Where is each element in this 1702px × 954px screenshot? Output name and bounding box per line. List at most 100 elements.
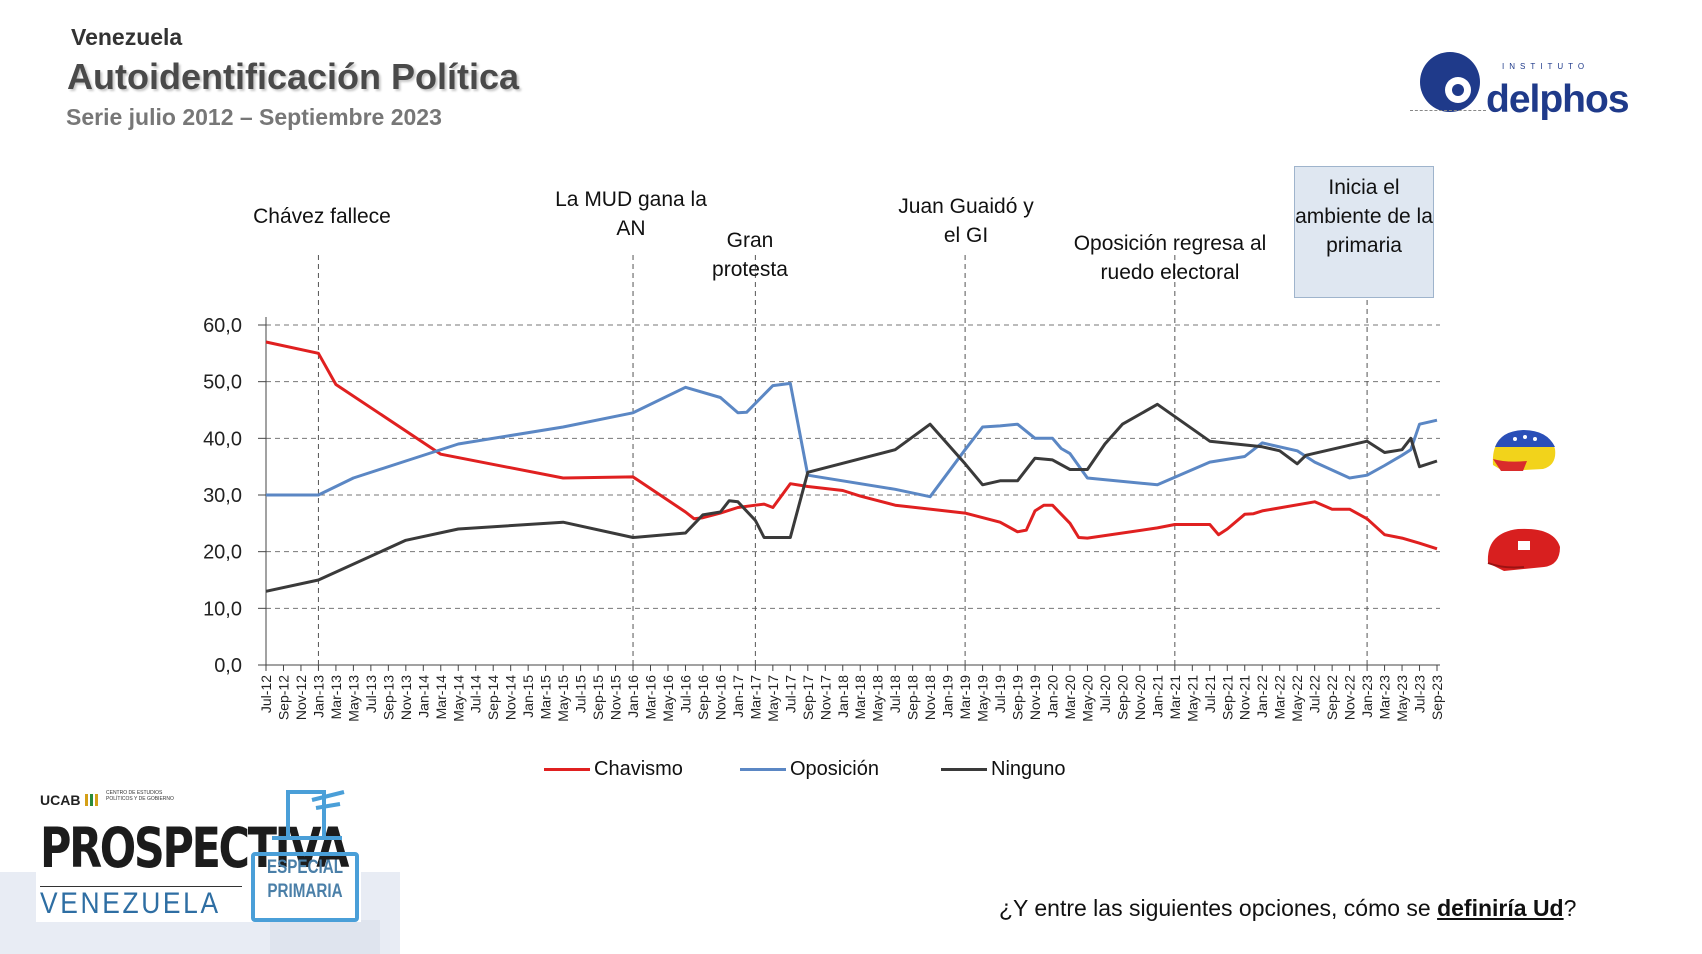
page-subtitle: Serie julio 2012 – Septiembre 2023 xyxy=(66,104,442,130)
legend-swatch-oposicion xyxy=(740,768,786,771)
ucab-emblem-icon xyxy=(85,794,98,806)
x-tick-label: Jul-21 xyxy=(1202,675,1218,713)
x-tick-label: Sep-20 xyxy=(1114,675,1130,720)
prospectiva-title: PROSPECTIVA xyxy=(40,816,349,880)
x-tick-label: May-17 xyxy=(765,675,781,722)
y-tick-label: 30,0 xyxy=(203,485,242,507)
x-tick-label: May-13 xyxy=(345,675,361,722)
x-tick-label: Nov-13 xyxy=(398,675,414,720)
x-tick-label: Mar-14 xyxy=(433,675,449,720)
x-tick-label: May-19 xyxy=(975,675,991,722)
y-tick-label: 20,0 xyxy=(203,542,242,564)
y-tick-label: 40,0 xyxy=(203,428,242,450)
flag-cap-icon xyxy=(1492,430,1556,471)
series-line-chavismo xyxy=(265,340,1438,551)
x-tick-label: Mar-17 xyxy=(747,675,763,720)
especial-primaria-badge: ESPECIAL PRIMARIA xyxy=(251,852,359,922)
x-tick-label: Jan-17 xyxy=(730,675,746,718)
x-tick-label: Jul-19 xyxy=(992,675,1008,713)
x-tick-label: Nov-15 xyxy=(608,675,624,720)
ucab-text: UCAB xyxy=(40,792,81,808)
x-tick-label: Jul-13 xyxy=(363,675,379,713)
question-end: ? xyxy=(1563,895,1577,921)
logo-dash xyxy=(1410,110,1486,111)
annotation-primaria: Inicia el ambiente de la primaria xyxy=(1294,166,1434,298)
footer-band-accent xyxy=(270,920,380,954)
x-tick-label: Mar-16 xyxy=(643,675,659,720)
x-tick-label: Sep-18 xyxy=(905,675,921,720)
legend-ninguno: Ninguno xyxy=(941,758,1066,781)
logo-name-text: delphos xyxy=(1486,78,1630,121)
x-tick-label: Jan-13 xyxy=(310,675,326,718)
x-tick-label: Nov-14 xyxy=(503,675,519,720)
x-tick-label: May-16 xyxy=(660,675,676,722)
legend-oposicion: Oposición xyxy=(740,758,879,781)
x-tick-label: Jul-20 xyxy=(1097,675,1113,713)
x-tick-label: Jan-19 xyxy=(940,675,956,718)
x-tick-label: Nov-20 xyxy=(1132,675,1148,720)
x-tick-label: Sep-13 xyxy=(380,675,396,720)
annotation-chavez: Chávez fallece xyxy=(253,205,391,228)
x-tick-label: Sep-12 xyxy=(275,675,291,720)
x-tick-label: Sep-15 xyxy=(590,675,606,720)
x-tick-label: Sep-16 xyxy=(695,675,711,720)
x-tick-label: May-22 xyxy=(1289,675,1305,722)
x-tick-label: Mar-19 xyxy=(957,675,973,720)
series-line-oposición xyxy=(266,381,1438,499)
x-tick-label: Mar-18 xyxy=(852,675,868,720)
legend-label-ninguno: Ninguno xyxy=(991,758,1066,780)
delphos-logo-icon xyxy=(1420,52,1480,112)
x-tick-label: Mar-21 xyxy=(1167,675,1183,720)
x-tick-label: Mar-20 xyxy=(1062,675,1078,720)
x-tick-label: Sep-22 xyxy=(1324,675,1340,720)
x-tick-label: Nov-17 xyxy=(817,675,833,720)
x-tick-label: Jul-17 xyxy=(782,675,798,713)
question-text: ¿Y entre las siguientes opciones, cómo s… xyxy=(999,895,1438,921)
x-tick-label: Jan-21 xyxy=(1149,675,1165,718)
question-emphasis: definiría Ud xyxy=(1437,895,1564,921)
y-tick-label: 10,0 xyxy=(203,598,242,620)
x-tick-label: Nov-22 xyxy=(1342,675,1358,720)
x-tick-label: Jan-20 xyxy=(1044,675,1060,718)
annotation-oposicion: Oposición regresa al ruedo electoral xyxy=(1073,232,1267,284)
series-line-ninguno xyxy=(265,402,1438,593)
x-tick-label: Jan-18 xyxy=(835,675,851,718)
prospectiva-logo: UCAB CENTRO DE ESTUDIOS POLÍTICOS Y DE G… xyxy=(36,786,361,922)
x-tick-label: May-23 xyxy=(1394,675,1410,722)
logo-institute-text: INSTITUTO xyxy=(1502,62,1590,71)
ballot-box-icon xyxy=(272,790,345,840)
prospectiva-country: VENEZUELA xyxy=(40,887,221,920)
x-tick-label: Jul-18 xyxy=(887,675,903,713)
x-tick-label: Jan-14 xyxy=(415,675,431,718)
x-tick-label: Sep-21 xyxy=(1219,675,1235,720)
x-tick-label: Jan-22 xyxy=(1254,675,1270,718)
red-cap-icon xyxy=(1487,528,1560,571)
annotation-mud: La MUD gana la AN xyxy=(555,188,707,240)
y-tick-label: 0,0 xyxy=(214,655,242,677)
y-tick-label: 60,0 xyxy=(203,315,242,337)
annotation-guaido: Juan Guaidó y el GI xyxy=(898,195,1034,247)
legend-chavismo: Chavismo xyxy=(544,758,683,781)
x-tick-label: Mar-13 xyxy=(328,675,344,720)
x-tick-label: Jul-12 xyxy=(258,675,274,713)
country-label: Venezuela xyxy=(71,24,183,50)
x-tick-label: Jul-23 xyxy=(1412,675,1428,713)
x-tick-label: Sep-17 xyxy=(800,675,816,720)
x-tick-label: Sep-19 xyxy=(1010,675,1026,720)
x-tick-label: Nov-18 xyxy=(922,675,938,720)
especial-text: ESPECIAL xyxy=(266,857,344,878)
x-tick-label: Jul-22 xyxy=(1307,675,1323,713)
x-tick-label: May-18 xyxy=(870,675,886,722)
legend-label-chavismo: Chavismo xyxy=(594,758,683,780)
x-tick-label: Nov-19 xyxy=(1027,675,1043,720)
x-tick-label: Mar-23 xyxy=(1377,675,1393,720)
x-tick-label: Mar-15 xyxy=(538,675,554,720)
x-tick-label: Mar-22 xyxy=(1272,675,1288,720)
page-title: Autoidentificación Política xyxy=(67,56,520,97)
x-tick-label: Jul-14 xyxy=(468,675,484,713)
x-tick-label: Sep-23 xyxy=(1429,675,1445,720)
x-tick-label: May-14 xyxy=(450,675,466,722)
y-tick-label: 50,0 xyxy=(203,372,242,394)
prospectiva-rule xyxy=(40,886,242,887)
x-tick-label: Nov-12 xyxy=(293,675,309,720)
